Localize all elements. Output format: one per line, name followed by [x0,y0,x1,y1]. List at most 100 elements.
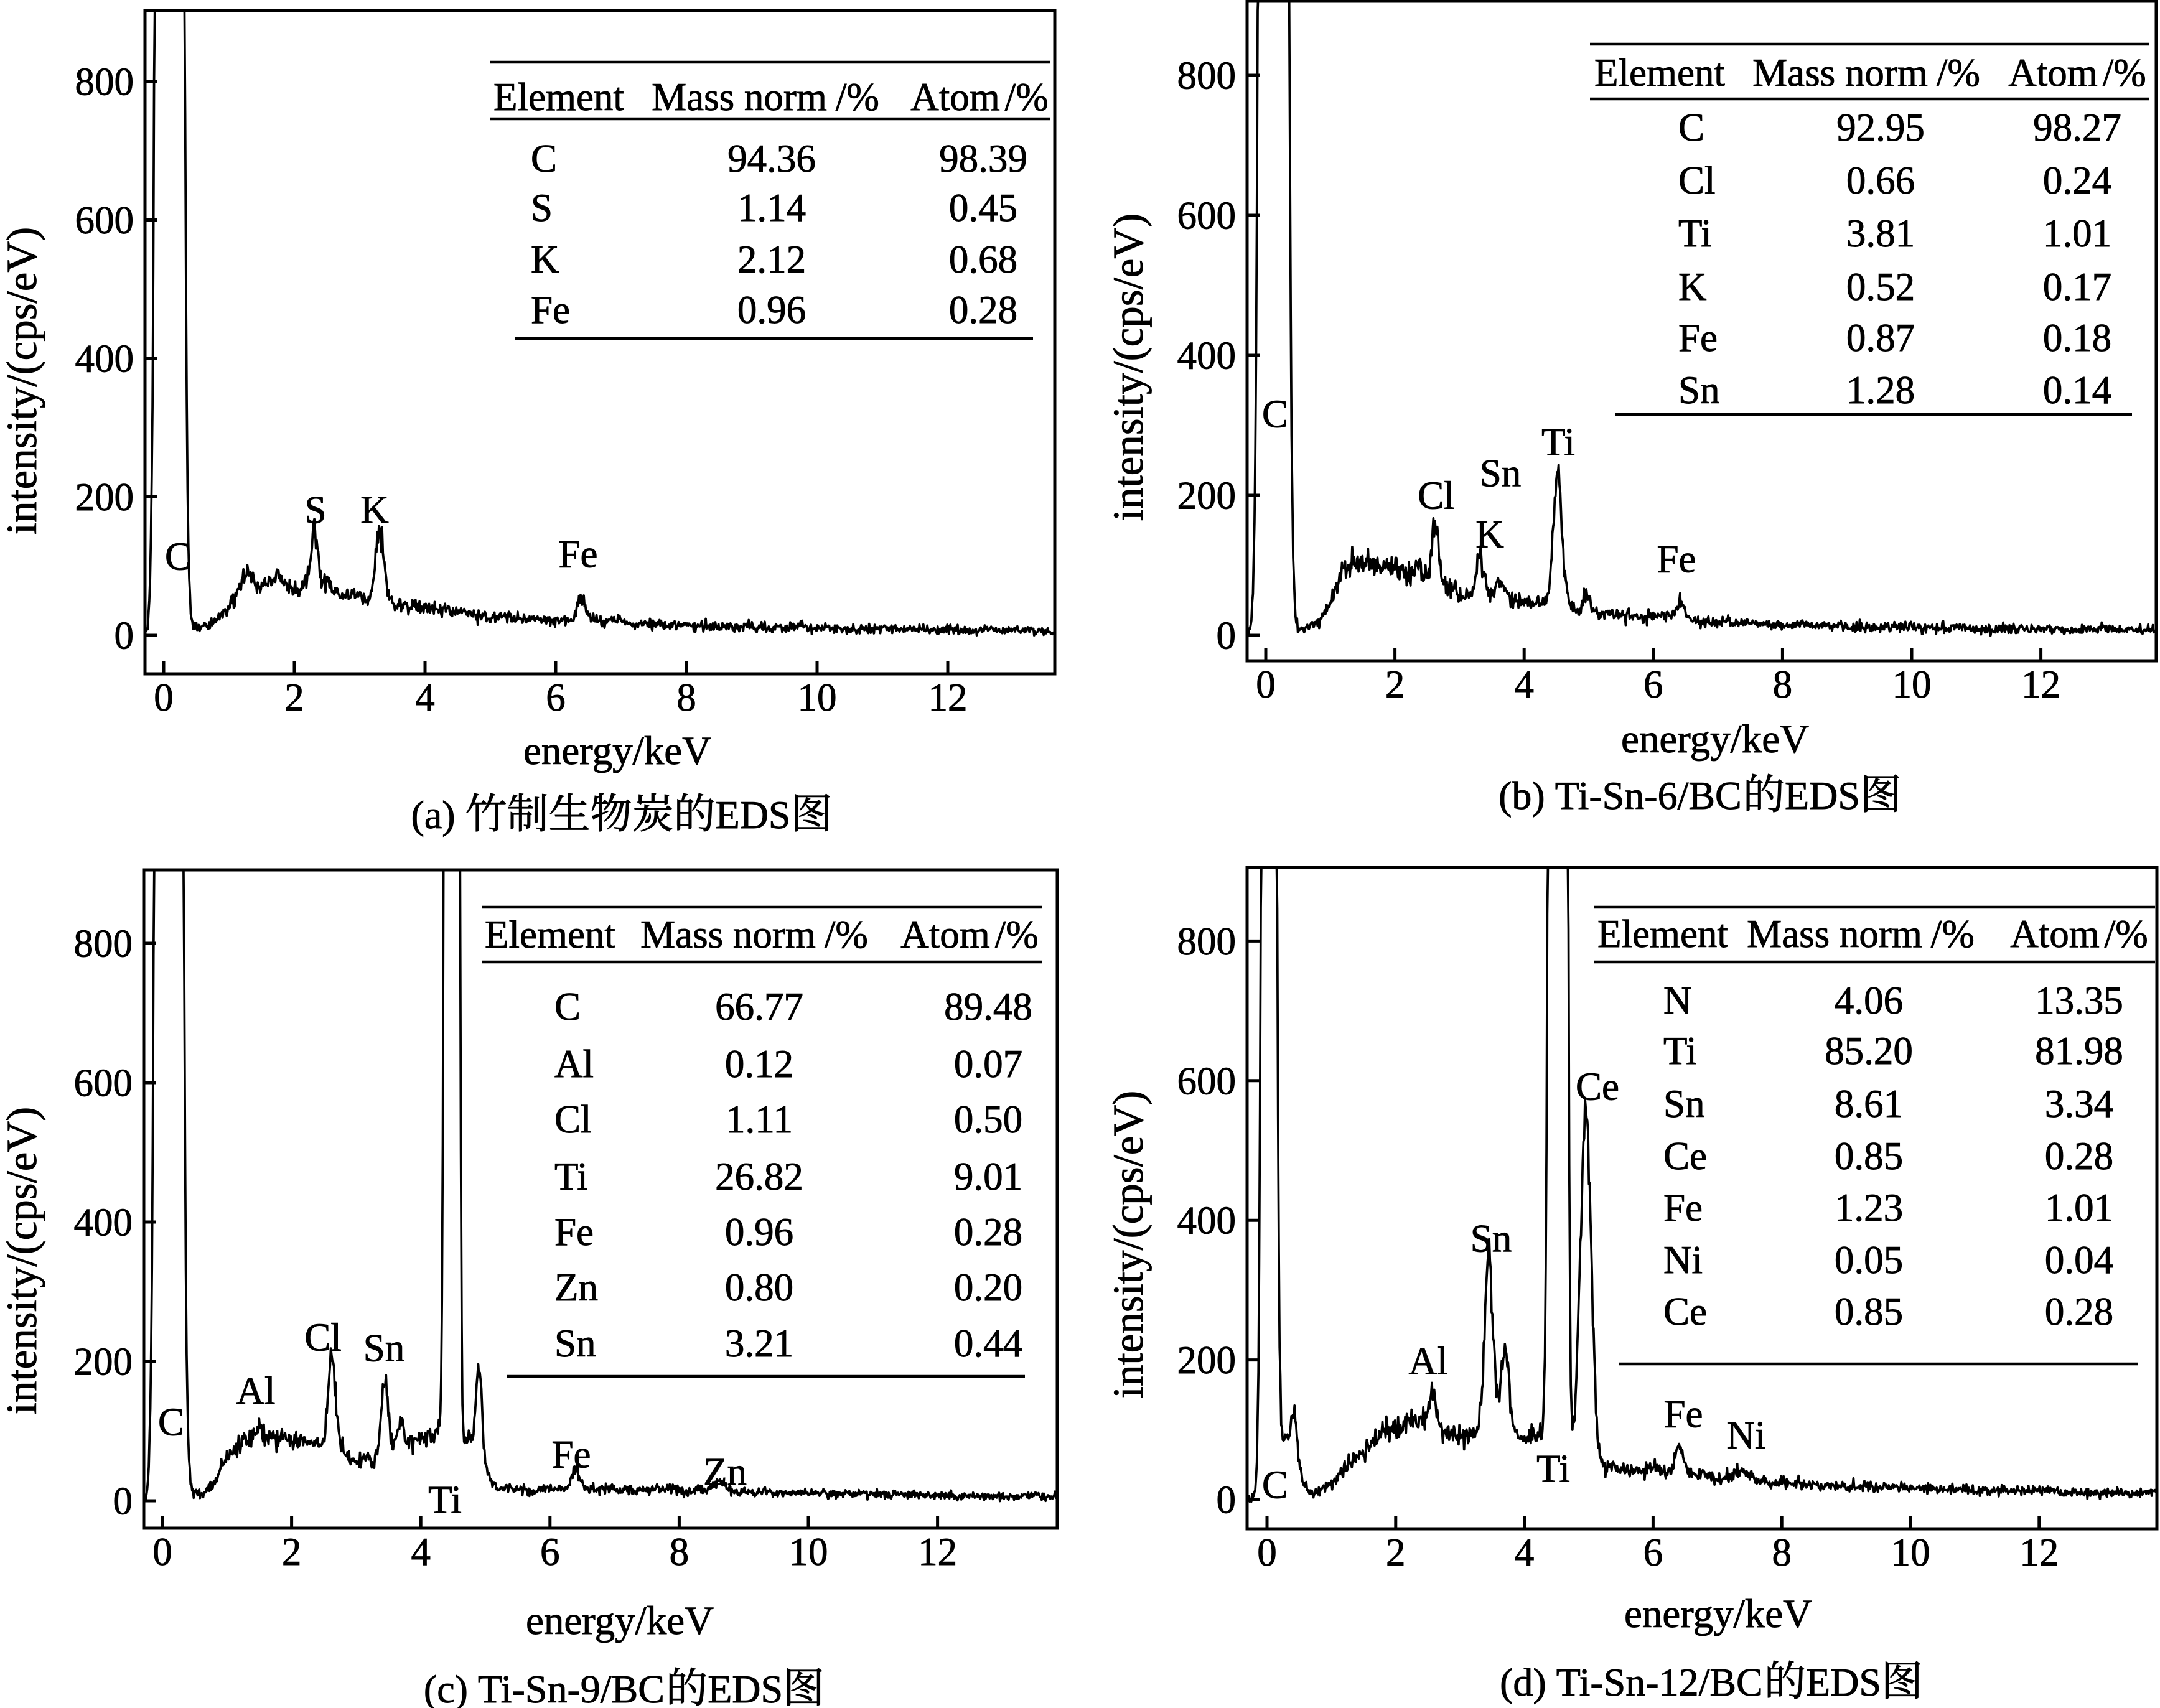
svg-text:Fe: Fe [1664,1393,1703,1436]
svg-text:Fe: Fe [552,1433,591,1477]
svg-text:12: 12 [928,676,968,719]
svg-text:0.85: 0.85 [1835,1290,1903,1333]
svg-text:0.14: 0.14 [2043,368,2111,412]
svg-text:Cl: Cl [1418,474,1455,518]
svg-text:0.04: 0.04 [2045,1238,2113,1282]
svg-text:400: 400 [75,337,134,381]
svg-text:intensity/(cps/eV): intensity/(cps/eV) [0,227,45,534]
svg-text:81.98: 81.98 [2035,1029,2123,1073]
svg-text:Ti: Ti [1541,421,1575,464]
svg-text:1.11: 1.11 [726,1098,793,1141]
svg-text:Zn: Zn [554,1266,598,1309]
svg-text:0.80: 0.80 [725,1266,793,1309]
svg-text:200: 200 [75,475,134,519]
svg-text:0.18: 0.18 [2043,316,2111,360]
svg-text:C: C [158,1401,184,1444]
svg-text:0.68: 0.68 [949,238,1017,281]
svg-text:12: 12 [918,1530,957,1574]
svg-text:Al: Al [1409,1340,1448,1383]
svg-text:98.39: 98.39 [939,137,1027,180]
svg-text:1.01: 1.01 [2043,212,2111,255]
svg-text:8: 8 [676,676,696,719]
svg-text:0: 0 [1217,1478,1237,1522]
svg-text:C: C [165,535,191,579]
svg-text:12: 12 [2019,1531,2059,1574]
svg-text:0: 0 [154,676,174,719]
svg-text:Ti: Ti [428,1478,462,1522]
svg-text:3.21: 3.21 [725,1322,793,1365]
svg-text:Sn: Sn [1663,1082,1705,1126]
svg-text:energy/keV: energy/keV [1624,1592,1812,1636]
svg-text:1.01: 1.01 [2045,1186,2113,1230]
svg-text:2: 2 [282,1530,302,1574]
svg-text:Ti: Ti [554,1155,588,1198]
svg-text:0: 0 [1257,1531,1277,1574]
svg-text:EDS: EDS [716,793,791,837]
svg-text:10: 10 [1892,663,1932,706]
svg-text:Atom/%: Atom/% [900,913,1039,956]
svg-text:0.07: 0.07 [954,1042,1022,1086]
svg-text:Sn: Sn [363,1327,405,1370]
svg-text:Element: Element [1597,912,1728,956]
svg-text:0.28: 0.28 [949,288,1017,332]
svg-text:Element: Element [485,913,615,956]
svg-text:Mass norm/%: Mass norm/% [640,913,868,956]
svg-text:0.12: 0.12 [725,1042,793,1086]
svg-text:C: C [1678,106,1704,149]
svg-text:C: C [531,137,557,180]
svg-text:energy/keV: energy/keV [526,1598,714,1643]
svg-text:Fe: Fe [1663,1186,1703,1230]
svg-text:8: 8 [670,1530,690,1574]
svg-text:2.12: 2.12 [737,238,806,281]
svg-text:0.28: 0.28 [954,1210,1022,1254]
svg-text:0.96: 0.96 [725,1210,793,1254]
svg-text:intensity/(cps/eV): intensity/(cps/eV) [0,1107,45,1414]
svg-text:Fe: Fe [559,533,598,576]
svg-text:Element: Element [493,75,624,119]
svg-text:2: 2 [1385,663,1405,706]
svg-text:Sn: Sn [1678,368,1720,412]
svg-text:98.27: 98.27 [2033,106,2121,149]
svg-text:0.44: 0.44 [954,1322,1022,1365]
svg-text:EDS: EDS [1785,773,1860,818]
svg-text:0.28: 0.28 [2045,1290,2113,1333]
svg-text:800: 800 [1177,54,1237,98]
svg-text:Fe: Fe [554,1210,594,1254]
svg-text:S: S [531,186,553,230]
svg-text:66.77: 66.77 [715,985,803,1029]
svg-text:Atom/%: Atom/% [2010,912,2148,956]
svg-text:0.20: 0.20 [954,1266,1022,1309]
svg-text:Ti: Ti [1663,1029,1697,1073]
svg-text:N: N [1663,979,1692,1022]
svg-text:600: 600 [1177,1059,1237,1103]
svg-text:Sn: Sn [554,1322,596,1365]
svg-text:800: 800 [75,60,134,104]
svg-text:94.36: 94.36 [727,137,816,180]
svg-text:Mass norm/%: Mass norm/% [1752,51,1980,95]
svg-text:(d) Ti-Sn-12/BC: (d) Ti-Sn-12/BC [1500,1660,1763,1704]
svg-text:200: 200 [74,1340,133,1384]
svg-text:6: 6 [1643,663,1663,706]
svg-text:9.01: 9.01 [954,1155,1022,1198]
svg-text:10: 10 [789,1530,828,1574]
svg-text:EDS: EDS [708,1667,783,1708]
svg-text:Ni: Ni [1727,1414,1766,1457]
svg-text:C: C [554,985,581,1029]
svg-text:0: 0 [113,1480,133,1523]
svg-text:0.87: 0.87 [1846,316,1915,360]
svg-text:85.20: 85.20 [1825,1029,1913,1073]
svg-text:1.14: 1.14 [737,186,806,230]
svg-text:Ti: Ti [1678,212,1712,255]
svg-text:4: 4 [1515,1531,1535,1574]
svg-text:Cl: Cl [304,1316,342,1360]
svg-text:4.06: 4.06 [1835,979,1903,1022]
svg-text:4: 4 [1514,663,1534,706]
svg-text:energy/keV: energy/keV [1621,717,1809,762]
svg-text:400: 400 [1177,334,1237,378]
svg-text:3.34: 3.34 [2045,1082,2113,1126]
svg-text:8.61: 8.61 [1835,1082,1903,1126]
svg-text:S: S [304,488,326,532]
svg-text:Mass norm/%: Mass norm/% [652,75,879,119]
svg-text:Ce: Ce [1663,1290,1707,1333]
svg-text:Zn: Zn [703,1450,747,1494]
